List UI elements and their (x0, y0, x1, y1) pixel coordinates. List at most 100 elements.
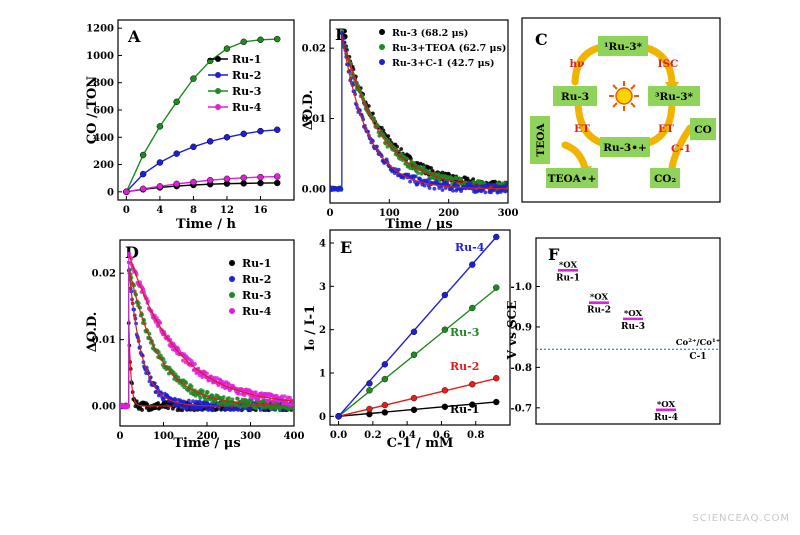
panel-a-ytick-label: 1000 (86, 51, 114, 62)
panel-e-xtick-label: 0.2 (364, 430, 381, 441)
panel-a-xtick-label: 0 (123, 205, 130, 216)
panel-d-legend-label: Ru-2 (242, 273, 271, 286)
panel-b-legend-marker (379, 59, 385, 65)
panel-e-series-labels: Ru-1 Ru-2 Ru-3 Ru-4 (450, 241, 485, 416)
scheme-labels: ¹Ru-3* Ru-3 ³Ru-3* Ru-3•+ TEOA TEOA•+ CO… (535, 41, 712, 185)
node-teoa-ox: TEOA•+ (548, 173, 597, 185)
panel-f-ytick-label: -0.7 (510, 403, 532, 414)
panel-e-series-label: Ru-3 (450, 326, 479, 339)
node-center-box (600, 137, 650, 157)
panel-a-series-line (125, 129, 278, 193)
panel-d-point (288, 395, 292, 400)
panel-a-legend-marker (215, 72, 221, 78)
panel-e-point (366, 405, 373, 413)
panel-a-point (173, 98, 180, 106)
panel-a-legend-label: Ru-2 (232, 69, 261, 82)
panel-e-xlabel: C-1 / mM (387, 436, 454, 451)
panel-b-point (459, 176, 463, 181)
panel-d-point (184, 381, 189, 385)
panel-d-fit-line (128, 266, 294, 407)
panel-d-point (191, 399, 195, 404)
panel-e-plot (335, 233, 500, 420)
panel-d-axes: 0 100 200 300 400 0.00 0.01 0.02 (92, 269, 305, 442)
panel-b-frame (329, 19, 509, 204)
panel-f-axes: -1.0 -0.9 -0.8 -0.7 (510, 282, 540, 414)
panel-e-point (493, 284, 500, 291)
panel-b-point (408, 179, 412, 184)
panel-b-legend-label: Ru-3+TEOA (62.7 μs) (392, 43, 506, 54)
panel-d-legend-label: Ru-1 (242, 257, 271, 270)
panel-b-legend-label: Ru-3 (68.2 μs) (392, 28, 468, 39)
panel-d-point (235, 396, 240, 401)
panel-a-point (273, 179, 281, 187)
panel-d-point (152, 381, 157, 386)
panel-a-point (240, 38, 247, 46)
panel-e-point (410, 394, 418, 402)
panel-d-point (166, 406, 171, 411)
panel-d-fit-line (128, 266, 294, 407)
panel-d-legend: Ru-1 Ru-2 Ru-3 Ru-4 (229, 257, 272, 318)
panel-f-level-label: *OX (559, 260, 578, 270)
panel-e-point (410, 351, 418, 358)
panel-b-point (486, 182, 491, 187)
panel-d-xtick-label: 300 (240, 431, 261, 442)
arrow-teoa (561, 141, 589, 172)
panel-d-point (205, 390, 210, 395)
panel-a-xtick-label: 16 (254, 205, 268, 216)
panel-a-point (173, 180, 180, 188)
panel-b-legend-marker (379, 29, 385, 35)
panel-b-legend-marker (379, 44, 385, 50)
panel-d-point (227, 396, 231, 401)
panel-a-legend-marker (215, 88, 221, 94)
panel-d-point (242, 393, 247, 398)
panel-a-point (190, 143, 197, 151)
panel-f-level-name: Ru-1 (556, 273, 580, 283)
panel-b-fit-line (341, 33, 508, 190)
panel-d-ytick-label: 0.01 (92, 335, 116, 346)
panel-e-point (469, 261, 476, 268)
panel-b-legend: Ru-3 (68.2 μs) Ru-3+TEOA (62.7 μs) Ru-3+C-… (379, 28, 506, 69)
panel-e-point (493, 398, 500, 406)
panel-a-xtick-label: 12 (220, 205, 234, 216)
panel-a-point (273, 35, 281, 43)
node-left-box (553, 86, 597, 106)
panel-d-point (199, 407, 203, 412)
panel-b-point (413, 174, 418, 179)
arrow-labels: hν ISC ET ET C-1 (570, 58, 691, 155)
panel-f-level-name: Ru-3 (621, 322, 645, 332)
panel-e-series-label: Ru-4 (455, 241, 485, 254)
panel-b-point (445, 180, 450, 185)
panel-b-point (451, 188, 455, 193)
panel-d-legend-marker (229, 292, 235, 298)
arrow-c1 (668, 124, 694, 172)
panel-d-point (230, 397, 235, 402)
panel-e-axes: 0.0 0.2 0.4 0.6 0.8 0 1 2 3 4 (319, 239, 484, 442)
panel-f-ytick-label: -0.8 (510, 363, 532, 374)
panel-a-series-line (126, 175, 278, 193)
panel-a-point (223, 134, 231, 141)
sun-icon (609, 81, 639, 111)
panel-d-ytick-label: 0.00 (92, 402, 116, 413)
panel-f-ytick-label: -0.9 (510, 322, 532, 333)
panel-a-point (240, 130, 247, 138)
panel-e-ytick-label: 4 (319, 239, 326, 250)
panel-b-point (386, 134, 391, 138)
panel-f-frame (535, 237, 721, 425)
panel-a-point (257, 127, 264, 135)
node-right: ³Ru-3* (655, 91, 694, 103)
panel-d-point (183, 400, 187, 405)
watermark: SCIENCEAQ.COM (692, 513, 790, 524)
panel-d-point (156, 401, 161, 405)
panel-d-xtick-label: 200 (197, 431, 218, 442)
panel-e-point (493, 233, 500, 241)
panel-d-point (153, 406, 158, 411)
panel-b-point (340, 30, 345, 35)
panel-e-point (381, 361, 389, 368)
panel-e-point (441, 291, 449, 299)
label-c1: C-1 (671, 143, 691, 155)
panel-e-point (441, 387, 449, 394)
panel-b-point (404, 156, 409, 161)
node-right-box (648, 86, 700, 106)
panel-a-xtick-label: 8 (190, 205, 197, 216)
